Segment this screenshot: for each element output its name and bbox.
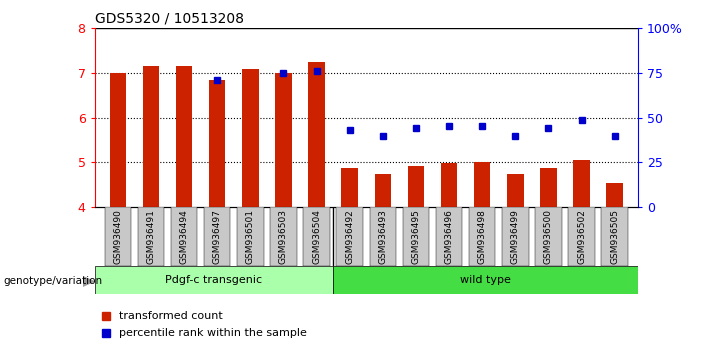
Text: GSM936490: GSM936490 [114,209,122,264]
Bar [374,175,391,207]
Bar [402,207,429,266]
Bar [333,266,638,294]
Bar [336,207,363,266]
Text: genotype/variation: genotype/variation [4,276,102,286]
Text: percentile rank within the sample: percentile rank within the sample [119,328,307,338]
Bar [441,163,457,207]
Bar [341,168,358,207]
Bar [601,207,628,266]
Bar [304,207,330,266]
Text: Pdgf-c transgenic: Pdgf-c transgenic [165,275,262,285]
Text: GSM936503: GSM936503 [279,209,288,264]
Text: GSM936494: GSM936494 [179,209,189,264]
Bar [540,168,557,207]
Text: GSM936496: GSM936496 [444,209,454,264]
Text: GSM936502: GSM936502 [577,209,586,264]
Polygon shape [83,276,95,287]
Bar [95,266,333,294]
Text: GSM936501: GSM936501 [246,209,255,264]
Bar [270,207,297,266]
Bar [469,207,496,266]
Bar [109,73,126,207]
Bar [569,207,595,266]
Bar [204,207,231,266]
Bar [275,73,292,207]
Text: GSM936495: GSM936495 [411,209,421,264]
Bar [308,62,325,207]
Bar [606,183,623,207]
Bar [209,80,226,207]
Text: transformed count: transformed count [119,311,223,321]
Bar [573,160,590,207]
Bar [171,207,197,266]
Bar [176,66,192,207]
Text: GSM936500: GSM936500 [544,209,553,264]
Text: GSM936504: GSM936504 [312,209,321,264]
Bar [369,207,396,266]
Bar [104,207,131,266]
Bar [137,207,164,266]
Text: GSM936497: GSM936497 [212,209,222,264]
Bar [143,66,159,207]
Bar [536,207,562,266]
Bar [502,207,529,266]
Text: GSM936493: GSM936493 [379,209,388,264]
Bar [242,69,259,207]
Bar [237,207,264,266]
Text: GDS5320 / 10513208: GDS5320 / 10513208 [95,12,244,26]
Text: GSM936491: GSM936491 [147,209,156,264]
Bar [474,162,491,207]
Text: GSM936498: GSM936498 [477,209,486,264]
Text: wild type: wild type [460,275,511,285]
Text: GSM936499: GSM936499 [511,209,520,264]
Text: GSM936492: GSM936492 [345,209,354,264]
Bar [436,207,463,266]
Bar [408,166,424,207]
Text: GSM936505: GSM936505 [611,209,619,264]
Bar [507,173,524,207]
